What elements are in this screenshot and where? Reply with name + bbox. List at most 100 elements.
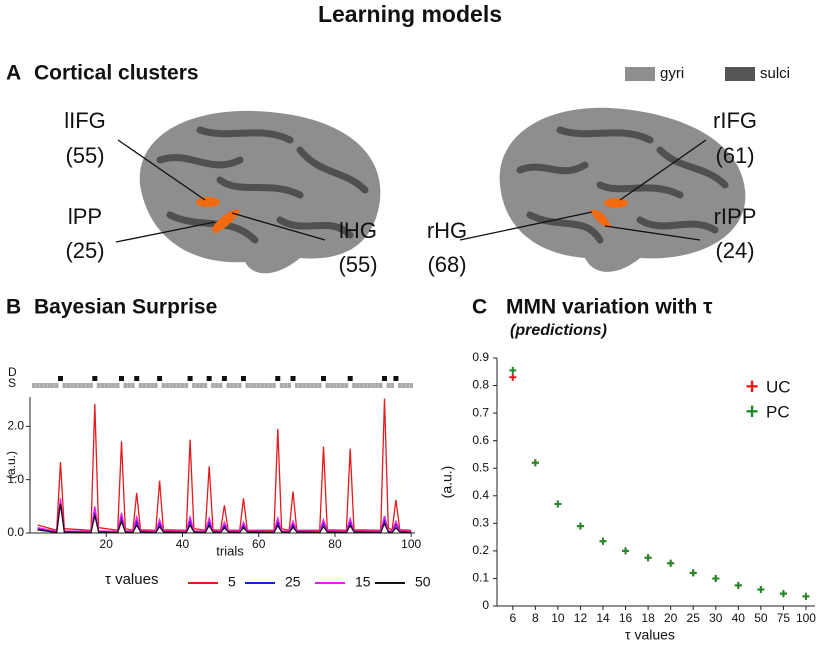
x-tick-label: 75: [777, 611, 791, 625]
legend-label: UC: [766, 377, 791, 396]
standard-trial: [35, 383, 40, 388]
deviant-trial: [118, 376, 124, 381]
x-tick-label: 80: [328, 537, 342, 551]
y-axis-label: (a.u.): [4, 451, 18, 479]
legend-swatch: [625, 67, 655, 81]
point: [554, 500, 562, 508]
standard-trial: [253, 383, 257, 388]
x-tick-label: 12: [574, 611, 588, 625]
standard-trial: [371, 383, 375, 388]
standard-trial: [333, 383, 337, 388]
point: [622, 547, 630, 555]
standard-trial: [249, 383, 253, 388]
x-tick-label: 25: [687, 611, 701, 625]
standard-trial: [70, 383, 74, 388]
standard-trial: [180, 383, 185, 388]
deviant-trial: [275, 376, 281, 381]
y-tick-label: 0: [482, 598, 489, 612]
standard-trial: [356, 383, 360, 388]
standard-trial: [390, 383, 394, 388]
x-tick-label: 100: [401, 537, 421, 551]
x-tick-label: 6: [509, 611, 516, 625]
point: [509, 366, 517, 374]
standard-trial: [199, 383, 204, 388]
standard-trial: [245, 383, 250, 388]
point: [757, 585, 765, 593]
standard-trial: [73, 383, 78, 388]
standard-trial: [375, 383, 379, 388]
standard-trial: [397, 383, 402, 388]
legend-label: gyri: [660, 65, 684, 82]
y-tick-label: 0.7: [472, 405, 489, 419]
x-axis-label: trials: [216, 543, 244, 558]
panel-subtitle: (predictions): [510, 322, 607, 339]
cluster-name: rIPP: [714, 204, 757, 229]
standard-trial: [310, 383, 314, 388]
standard-trial: [51, 383, 55, 388]
cluster-name: lPP: [68, 204, 102, 229]
deviant-trial: [221, 376, 227, 381]
point: [689, 569, 697, 577]
deviant-trial: [187, 376, 193, 381]
standard-trial: [62, 383, 67, 388]
panel-label: C: [472, 296, 487, 319]
y-tick-label: 0.2: [472, 543, 489, 557]
row-label: S: [8, 376, 16, 390]
deviant-trial: [157, 376, 163, 381]
standard-trial: [214, 383, 219, 388]
y-tick-label: 2.0: [7, 419, 24, 433]
standard-trial: [165, 383, 170, 388]
brain-left: [139, 110, 381, 274]
point: [509, 373, 517, 381]
cluster-size: (55): [338, 252, 377, 277]
standard-trial: [260, 383, 265, 388]
standard-trial: [272, 383, 276, 388]
standard-trial: [295, 383, 299, 388]
x-tick-label: 8: [532, 611, 539, 625]
deviant-trial: [57, 376, 63, 381]
deviant-trial: [206, 376, 212, 381]
point: [712, 574, 720, 582]
panel-title: Cortical clusters: [34, 62, 199, 85]
standard-trial: [203, 383, 208, 388]
standard-trial: [264, 383, 269, 388]
y-tick-label: 0.9: [472, 350, 489, 364]
standard-trial: [81, 383, 86, 388]
legend-label: 50: [415, 574, 431, 590]
deviant-trial: [347, 376, 353, 381]
x-tick-label: 20: [664, 611, 678, 625]
standard-trial: [405, 383, 410, 388]
standard-trial: [66, 383, 70, 388]
x-tick-label: 10: [551, 611, 565, 625]
standard-trial: [169, 383, 173, 388]
standard-trial: [153, 383, 158, 388]
point: [576, 522, 584, 530]
standard-trial: [340, 383, 345, 388]
panel-label: A: [6, 62, 21, 85]
figure-title: Learning models: [318, 1, 502, 27]
cluster-size: (25): [65, 238, 104, 263]
standard-trial: [336, 383, 341, 388]
cluster-size: (61): [715, 143, 754, 168]
standard-trial: [47, 383, 51, 388]
standard-trial: [131, 383, 135, 388]
standard-trial: [96, 383, 101, 388]
cluster-name: lIFG: [64, 108, 106, 133]
legend-title: τ values: [105, 571, 158, 588]
point: [599, 537, 607, 545]
standard-trial: [329, 383, 333, 388]
standard-trial: [359, 383, 364, 388]
y-tick-label: 0.3: [472, 516, 489, 530]
deviant-trial: [290, 376, 296, 381]
standard-trial: [237, 383, 242, 388]
standard-trial: [39, 383, 44, 388]
cluster-size: (55): [65, 143, 104, 168]
y-tick-label: 0.8: [472, 378, 489, 392]
legend-label: sulci: [760, 65, 790, 82]
standard-trial: [146, 383, 150, 388]
y-tick-label: 1.0: [7, 472, 24, 486]
brain-right: [499, 107, 746, 272]
standard-trial: [104, 383, 109, 388]
standard-trial: [112, 383, 116, 388]
